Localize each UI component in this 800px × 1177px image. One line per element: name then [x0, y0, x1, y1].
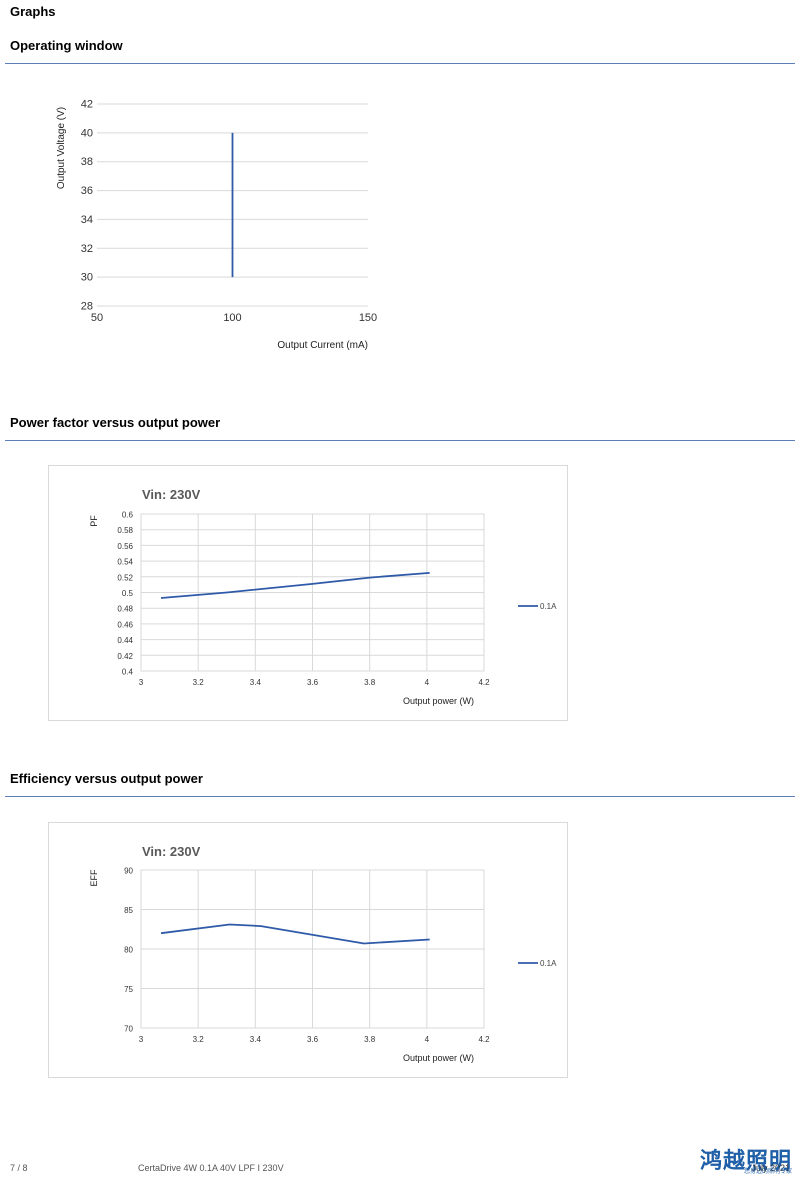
y-tick-label: 0.56	[117, 542, 133, 551]
y-tick-label: 0.58	[117, 526, 133, 535]
x-tick-label: 3.8	[364, 1035, 376, 1044]
y-tick-label: 70	[124, 1025, 133, 1034]
pf-chart: 0.4 0.42 0.44 0.46 0.48 0.5 0.52 0.54 0.56 0.58 0.…	[89, 487, 557, 706]
plot-area-border	[140, 869, 485, 1029]
section-title-efficiency: Efficiency versus output power	[10, 771, 203, 786]
y-axis-label: Output Voltage (V)	[56, 107, 67, 189]
y-tick-label: 30	[81, 272, 93, 284]
x-tick-label: 3	[139, 678, 144, 687]
y-tick-label: 38	[81, 156, 93, 168]
product-name: CertaDrive 4W 0.1A 40V LPF I 230V	[138, 1163, 284, 1173]
y-tick-label: 0.48	[117, 605, 133, 614]
legend-label: 0.1A	[540, 602, 557, 611]
y-tick-label: 28	[81, 301, 93, 313]
y-tick-label: 34	[81, 214, 93, 226]
y-tick-label: 0.54	[117, 558, 133, 567]
chart-title: Vin: 230V	[142, 487, 201, 502]
eff-chart: 70 75 80 85 90 3 3.2 3.4 3.6 3.8 4 4.2 Output power …	[89, 844, 557, 1063]
y-axis-label: EFF	[89, 869, 99, 887]
y-tick-label: 75	[124, 985, 133, 994]
page-number: 7 / 8	[10, 1163, 28, 1173]
y-tick-label: 0.42	[117, 652, 133, 661]
section-divider	[5, 63, 795, 64]
x-tick-label: 3.2	[193, 678, 205, 687]
y-tick-label: 90	[124, 867, 133, 876]
y-tick-label: 85	[124, 906, 133, 915]
y-tick-label: 0.5	[122, 589, 134, 598]
section-divider	[5, 440, 795, 441]
y-tick-label: 0.44	[117, 636, 133, 645]
y-tick-label: 0.4	[122, 668, 134, 677]
x-tick-label: 3.6	[307, 678, 319, 687]
y-tick-label: 40	[81, 127, 93, 139]
y-tick-label: 36	[81, 185, 93, 197]
x-tick-label: 3.4	[250, 1035, 262, 1044]
x-tick-label: 3.4	[250, 678, 262, 687]
page-title: Graphs	[10, 4, 56, 19]
x-axis-label: Output power (W)	[403, 696, 474, 706]
section-title-power-factor: Power factor versus output power	[10, 415, 221, 430]
legend-label: 0.1A	[540, 959, 557, 968]
series-line	[160, 571, 430, 599]
y-tick-label: 42	[81, 99, 93, 111]
y-axis-label: PF	[89, 515, 99, 527]
operating-window-chart: 28 30 32 34 36 38 40 42 50 100 150 Output Current (…	[56, 99, 377, 352]
x-tick-label: 100	[223, 312, 241, 324]
y-tick-label: 32	[81, 243, 93, 255]
eff-chart-frame: 70 75 80 85 90 3 3.2 3.4 3.6 3.8 4 4.2 Output power …	[48, 822, 568, 1078]
x-axis-label: Output power (W)	[403, 1053, 474, 1063]
brand-logo: 鸿越照明	[699, 1149, 792, 1174]
y-tick-label: 0.46	[117, 620, 133, 629]
x-tick-label: 3.8	[364, 678, 376, 687]
pf-chart-frame: 0.4 0.42 0.44 0.46 0.48 0.5 0.52 0.54 0.56 0.58 0.…	[48, 465, 568, 721]
x-tick-label: 4.2	[478, 1035, 490, 1044]
x-axis-label: Output Current (mA)	[277, 340, 368, 351]
brand-logo-tagline: 您身边的照明专家	[743, 1169, 792, 1175]
section-title-operating-window: Operating window	[10, 38, 123, 53]
x-tick-label: 4.2	[478, 678, 490, 687]
x-tick-label: 150	[359, 312, 377, 324]
y-tick-label: 80	[124, 946, 133, 955]
series-line	[160, 923, 430, 945]
x-tick-label: 4	[425, 678, 430, 687]
y-tick-label: 0.52	[117, 573, 133, 582]
x-tick-label: 3.6	[307, 1035, 319, 1044]
x-tick-label: 4	[425, 1035, 430, 1044]
document-date: July 2021	[751, 1163, 790, 1173]
chart-title: Vin: 230V	[142, 844, 201, 859]
plot-area-border	[140, 513, 485, 672]
x-tick-label: 3	[139, 1035, 144, 1044]
section-divider	[5, 796, 795, 797]
x-tick-label: 3.2	[193, 1035, 205, 1044]
x-tick-label: 50	[91, 312, 103, 324]
y-tick-label: 0.6	[122, 511, 134, 520]
